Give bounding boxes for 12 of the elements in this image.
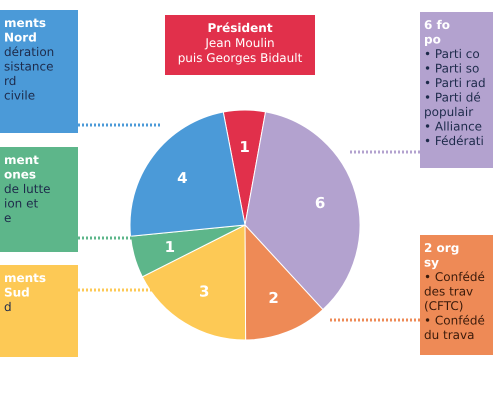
- text: 6 fo po • Parti co • Parti so • Parti rad • Parti dé populair • Alliance • Fédérati: [424, 18, 486, 148]
- data-label: 2: [268, 288, 279, 307]
- data-label: 1: [239, 138, 250, 156]
- data-label: 4: [177, 169, 188, 188]
- text: ments Sud d: [4, 271, 46, 314]
- data-label: 1: [164, 238, 176, 256]
- data-label: 3: [198, 282, 210, 301]
- text: ments Nord dération sistance rd civile: [4, 16, 54, 102]
- text: 2 org sy • Confédé des trav (CFTC) • Confédé du trava: [424, 241, 485, 342]
- data-label: 6: [314, 194, 326, 212]
- text: ment ones de lutte ion et e: [4, 153, 51, 225]
- text: Président Jean Moulin puis Georges Bidault: [178, 21, 303, 65]
